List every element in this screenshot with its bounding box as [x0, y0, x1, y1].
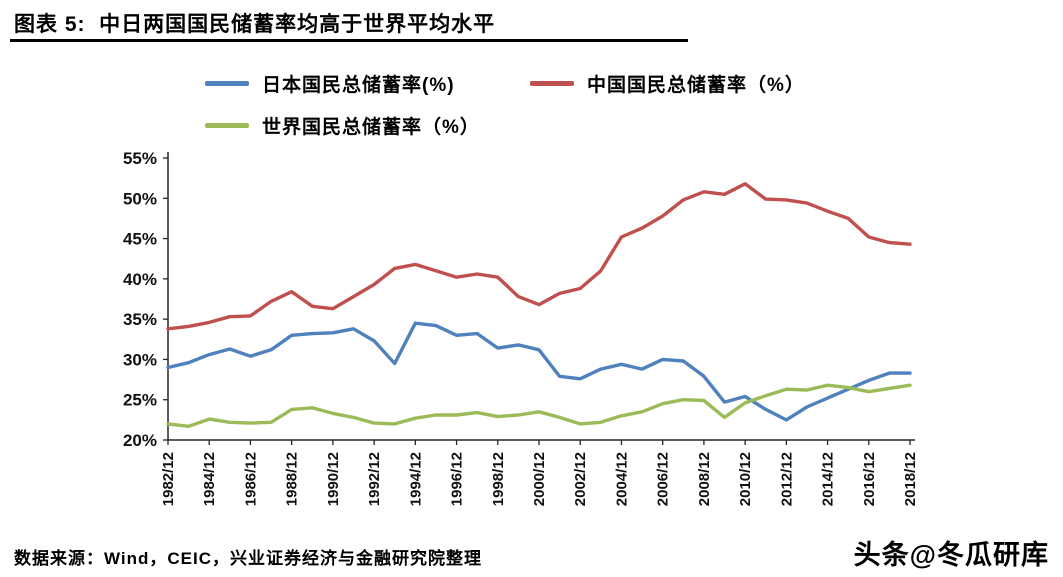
series-line-1 — [166, 182, 912, 331]
x-tick-label: 1982/12 — [160, 452, 177, 506]
series-line-2 — [166, 383, 912, 428]
x-tick-label: 1990/12 — [325, 452, 342, 506]
figure-title: 图表 5: 中日两国国民储蓄率均高于世界平均水平 — [14, 13, 496, 36]
y-tick-label: 45% — [123, 230, 157, 249]
x-tick-label: 2000/12 — [531, 452, 548, 506]
x-tick-label: 1996/12 — [449, 452, 466, 506]
y-tick-label: 55% — [123, 149, 157, 168]
legend-label-world: 世界国民总储蓄率（%） — [262, 117, 480, 138]
data-source-note: 数据来源：Wind，CEIC，兴业证券经济与金融研究院整理 — [14, 549, 483, 568]
x-tick-label: 1984/12 — [201, 452, 218, 506]
y-tick-label: 30% — [123, 350, 157, 369]
legend-item-china: 中国国民总储蓄率（%） — [530, 70, 805, 97]
x-tick-label: 1998/12 — [490, 452, 507, 506]
legend-item-japan: 日本国民总储蓄率(%) — [205, 70, 455, 97]
x-tick-label: 2014/12 — [820, 452, 837, 506]
legend-label-china: 中国国民总储蓄率（%） — [587, 75, 805, 96]
legend-item-world: 世界国民总储蓄率（%） — [205, 112, 480, 139]
x-tick-label: 1986/12 — [242, 452, 259, 506]
watermark: 头条@冬瓜研库 — [853, 540, 1049, 570]
y-tick-label: 40% — [123, 270, 157, 289]
x-tick-label: 1994/12 — [407, 452, 424, 506]
x-tick-label: 2006/12 — [655, 452, 672, 506]
x-tick-label: 2010/12 — [737, 452, 754, 506]
y-tick-label: 25% — [123, 391, 157, 410]
legend-line-swatch-world-icon — [205, 123, 249, 128]
x-tick-label: 2016/12 — [861, 452, 878, 506]
y-tick-label: 50% — [123, 189, 157, 208]
x-tick-label: 2002/12 — [572, 452, 589, 506]
x-tick-label: 2008/12 — [696, 452, 713, 506]
y-tick-label: 20% — [123, 431, 157, 450]
y-tick-label: 35% — [123, 310, 157, 329]
x-tick-label: 2018/12 — [902, 452, 919, 506]
series-line-0 — [166, 321, 912, 422]
x-tick-label: 2004/12 — [613, 452, 630, 506]
legend-line-swatch-china-icon — [530, 81, 574, 86]
title-underline — [10, 39, 688, 42]
legend-line-swatch-japan-icon — [205, 81, 249, 86]
x-tick-label: 2012/12 — [778, 452, 795, 506]
x-tick-label: 1988/12 — [284, 452, 301, 506]
x-tick-label: 1992/12 — [366, 452, 383, 506]
legend-label-japan: 日本国民总储蓄率(%) — [262, 75, 455, 96]
